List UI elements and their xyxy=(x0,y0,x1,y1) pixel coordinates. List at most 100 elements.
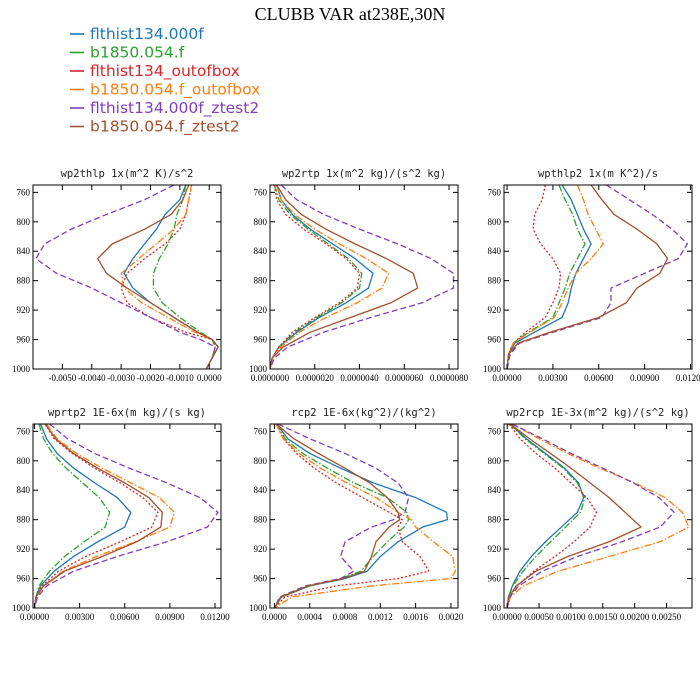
x-tick-label: 0.0012 xyxy=(368,612,393,622)
y-tick-label: 840 xyxy=(254,246,268,256)
x-tick-label: 0.00600 xyxy=(110,612,140,622)
y-tick-label: 1000 xyxy=(483,364,502,374)
y-tick-label: 880 xyxy=(254,515,268,525)
x-tick-label: 0.00300 xyxy=(65,612,95,622)
x-tick-label: 0.00200 xyxy=(620,612,650,622)
y-tick-label: 760 xyxy=(254,187,268,197)
y-tick-label: 920 xyxy=(254,305,268,315)
x-tick-label: 0.0000060 xyxy=(385,373,424,383)
x-tick-label: 0.00250 xyxy=(652,612,682,622)
x-tick-label: 0.01200 xyxy=(676,373,700,383)
y-tick-label: 960 xyxy=(488,335,502,345)
y-tick-label: 840 xyxy=(254,485,268,495)
series-line xyxy=(152,185,216,369)
legend-entry: b1850.054.f_ztest2 xyxy=(90,118,240,137)
series-line xyxy=(270,185,390,369)
panel-title: wpthlp2 1x(m K^2)/s xyxy=(538,168,658,180)
series-line xyxy=(506,185,689,369)
series-line xyxy=(506,185,669,369)
y-tick-label: 920 xyxy=(488,544,502,554)
panel-title: rcp2 1E-6x(kg^2)/(kg^2) xyxy=(291,407,436,419)
series-line xyxy=(270,185,419,369)
series-line xyxy=(506,424,585,608)
x-tick-label: 0.00000 xyxy=(492,373,522,383)
series-line xyxy=(506,185,604,369)
x-tick-label: 0.0000000 xyxy=(251,373,290,383)
profile-panel: wpthlp2 1x(m K^2)/s 760 800 840 880 920 960 100… xyxy=(483,168,700,383)
y-tick-label: 920 xyxy=(254,544,268,554)
y-tick-label: 880 xyxy=(17,276,31,286)
x-tick-label: 0.00900 xyxy=(630,373,660,383)
x-tick-label: 0.0000080 xyxy=(430,373,469,383)
plot-frame xyxy=(32,184,222,370)
series-line xyxy=(506,424,690,608)
y-tick-label: 840 xyxy=(488,246,502,256)
profile-panel: wp2rtp 1x(m^2 kg)/(s^2 kg) 760 800 840 880 92… xyxy=(249,168,469,383)
series-line xyxy=(33,424,159,608)
y-tick-label: 960 xyxy=(17,574,31,584)
x-tick-label: 0.0000 xyxy=(262,612,287,622)
y-tick-label: 760 xyxy=(17,426,31,436)
y-tick-label: 880 xyxy=(488,515,502,525)
series-line xyxy=(506,185,592,369)
profile-panel: rcp2 1E-6x(kg^2)/(kg^2) 760 800 840 880 920 96… xyxy=(249,407,464,622)
series-line xyxy=(506,424,675,608)
y-tick-label: 840 xyxy=(17,485,31,495)
panel-grid: wp2thlp 1x(m^2 K)/s^2 760 800 840 880 920 960 1… xyxy=(12,168,700,622)
x-tick-label: -0.0010 xyxy=(166,373,194,383)
x-tick-label: 0.0000040 xyxy=(340,373,379,383)
x-tick-label: -0.0050 xyxy=(49,373,77,383)
y-tick-label: 800 xyxy=(488,456,502,466)
x-tick-label: 0.00900 xyxy=(155,612,185,622)
x-tick-label: -0.0030 xyxy=(107,373,135,383)
y-tick-label: 1000 xyxy=(12,364,31,374)
y-tick-label: 760 xyxy=(488,426,502,436)
series-line xyxy=(270,185,361,369)
x-tick-label: 0.0000020 xyxy=(296,373,335,383)
legend-entry: b1850.054.f_outofbox xyxy=(90,81,260,100)
x-tick-label: 0.0004 xyxy=(297,612,322,622)
x-tick-label: 0.00000 xyxy=(493,612,523,622)
x-tick-label: 0.0016 xyxy=(403,612,428,622)
series-line xyxy=(273,424,401,608)
series-line xyxy=(35,185,216,369)
y-tick-label: 800 xyxy=(17,217,31,227)
x-tick-label: 0.01200 xyxy=(200,612,230,622)
plot-frame xyxy=(503,184,693,370)
y-tick-label: 1000 xyxy=(249,603,268,613)
y-tick-label: 1000 xyxy=(12,603,31,613)
y-tick-label: 880 xyxy=(17,515,31,525)
plot-frame xyxy=(269,423,459,609)
legend-entry: b1850.054.f xyxy=(90,44,185,62)
y-tick-label: 800 xyxy=(488,217,502,227)
plot-frame xyxy=(32,423,222,609)
y-tick-label: 840 xyxy=(17,246,31,256)
series-line xyxy=(33,424,111,608)
plot-frame xyxy=(269,184,459,370)
x-tick-label: 0.0020 xyxy=(439,612,464,622)
x-tick-label: 0.00050 xyxy=(524,612,554,622)
y-tick-label: 760 xyxy=(17,187,31,197)
series-line xyxy=(506,424,586,608)
figure-title: CLUBB VAR at238E,30N xyxy=(255,4,446,24)
panel-title: wp2rtp 1x(m^2 kg)/(s^2 kg) xyxy=(282,168,446,180)
x-tick-label: 0.0000 xyxy=(197,373,222,383)
series-line xyxy=(96,185,219,369)
series-line xyxy=(33,424,176,608)
series-line xyxy=(33,424,163,608)
profile-panel: wp2rcp 1E-3x(m^2 kg)/(s^2 kg) 760 800 840 88… xyxy=(483,407,693,622)
series-line xyxy=(506,424,642,608)
y-tick-label: 960 xyxy=(254,574,268,584)
series-line xyxy=(274,424,457,608)
y-tick-label: 920 xyxy=(17,305,31,315)
y-tick-label: 880 xyxy=(488,276,502,286)
series-line xyxy=(273,424,430,608)
profile-panel: wp2thlp 1x(m^2 K)/s^2 760 800 840 880 920 960 1… xyxy=(12,168,222,383)
y-tick-label: 760 xyxy=(254,426,268,436)
y-tick-label: 880 xyxy=(254,276,268,286)
y-tick-label: 840 xyxy=(488,485,502,495)
y-tick-label: 800 xyxy=(254,456,268,466)
legend-entry: flthist134.000f_ztest2 xyxy=(90,99,259,118)
